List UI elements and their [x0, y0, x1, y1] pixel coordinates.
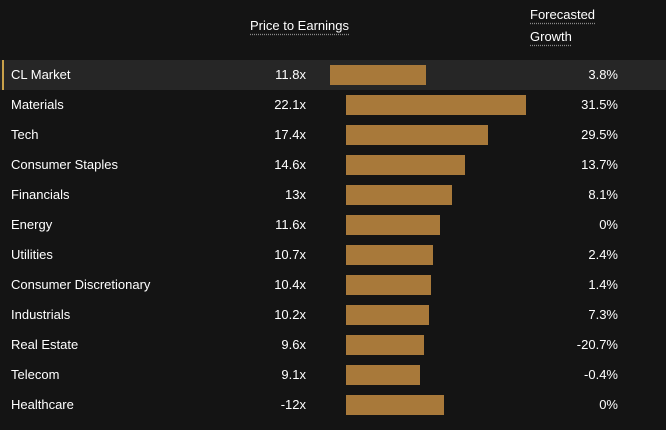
- sector-row[interactable]: Tech 17.4x 29.5%: [0, 120, 666, 150]
- growth-value-label: 1.4%: [588, 277, 618, 292]
- pe-value-label: 17.4x: [274, 127, 306, 142]
- sector-label: Consumer Discretionary: [11, 277, 151, 292]
- sector-label: Telecom: [11, 367, 60, 382]
- pe-value-label: 14.6x: [274, 157, 306, 172]
- pe-bar: [346, 95, 526, 115]
- growth-value-label: -0.4%: [584, 367, 618, 382]
- sector-label: Real Estate: [11, 337, 79, 352]
- sector-row[interactable]: Financials 13x 8.1%: [0, 180, 666, 210]
- pe-bar: [346, 215, 440, 235]
- sector-label: CL Market: [11, 67, 71, 82]
- pe-bar: [346, 365, 420, 385]
- sector-label: Healthcare: [11, 397, 74, 412]
- sector-label: Tech: [11, 127, 39, 142]
- pe-value-label: 9.1x: [281, 367, 306, 382]
- sector-row[interactable]: Healthcare -12x 0%: [0, 390, 666, 420]
- growth-value-label: 2.4%: [588, 247, 618, 262]
- pe-value-label: 10.7x: [274, 247, 306, 262]
- growth-value-label: 3.8%: [588, 67, 618, 82]
- pe-bar: [346, 245, 433, 265]
- sector-label: Financials: [11, 187, 70, 202]
- sector-label: Materials: [11, 97, 64, 112]
- pe-value-label: 9.6x: [281, 337, 306, 352]
- sector-row[interactable]: Materials 22.1x 31.5%: [0, 90, 666, 120]
- sector-label: Utilities: [11, 247, 53, 262]
- pe-bar: [346, 395, 444, 415]
- pe-bar: [330, 65, 426, 85]
- pe-value-label: 11.6x: [275, 217, 306, 232]
- growth-value-label: 13.7%: [581, 157, 618, 172]
- growth-header-line1: Forecasted: [530, 7, 596, 22]
- pe-column-header[interactable]: Price to Earnings: [250, 18, 349, 33]
- sector-row[interactable]: Telecom 9.1x -0.4%: [0, 360, 666, 390]
- pe-bar: [346, 155, 465, 175]
- pe-bar: [346, 305, 429, 325]
- sector-row[interactable]: Industrials 10.2x 7.3%: [0, 300, 666, 330]
- sector-label: Industrials: [11, 307, 71, 322]
- growth-value-label: -20.7%: [576, 337, 618, 352]
- sector-row[interactable]: Consumer Discretionary 10.4x 1.4%: [0, 270, 666, 300]
- pe-bar-chart: CL Market 11.8x 3.8% Materials 22.1x 31.5% Tec…: [0, 60, 666, 420]
- growth-value-label: 8.1%: [588, 187, 618, 202]
- pe-bar: [346, 335, 424, 355]
- pe-value-label: 10.4x: [274, 277, 306, 292]
- sector-row[interactable]: Real Estate 9.6x -20.7%: [0, 330, 666, 360]
- pe-value-label: 13x: [285, 187, 306, 202]
- pe-value-label: -12x: [280, 397, 306, 412]
- pe-bar: [346, 185, 452, 205]
- sector-label: Consumer Staples: [11, 157, 118, 172]
- sector-row[interactable]: Energy 11.6x 0%: [0, 210, 666, 240]
- pe-bar: [346, 125, 488, 145]
- market-row[interactable]: CL Market 11.8x 3.8%: [0, 60, 666, 90]
- sector-row[interactable]: Consumer Staples 14.6x 13.7%: [0, 150, 666, 180]
- pe-value-label: 10.2x: [274, 307, 306, 322]
- growth-value-label: 29.5%: [581, 127, 618, 142]
- sector-label: Energy: [11, 217, 53, 232]
- pe-value-label: 22.1x: [274, 97, 306, 112]
- growth-value-label: 31.5%: [581, 97, 618, 112]
- growth-value-label: 7.3%: [588, 307, 618, 322]
- growth-column-header[interactable]: Forecasted Growth: [530, 4, 620, 48]
- sector-row[interactable]: Utilities 10.7x 2.4%: [0, 240, 666, 270]
- growth-header-line2: Growth: [530, 29, 572, 44]
- growth-value-label: 0%: [599, 397, 618, 412]
- pe-bar: [346, 275, 431, 295]
- pe-value-label: 11.8x: [275, 67, 306, 82]
- growth-value-label: 0%: [599, 217, 618, 232]
